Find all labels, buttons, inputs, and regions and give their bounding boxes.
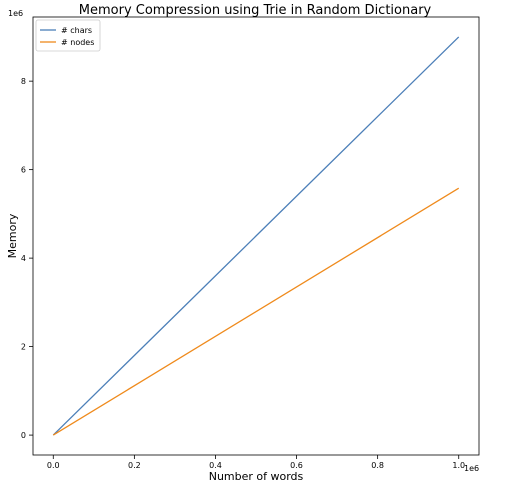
x-tick-label: 1.0: [452, 461, 465, 470]
y-axis-label: Memory: [6, 213, 19, 258]
legend-box: [35, 19, 101, 52]
legend-label: # chars: [61, 26, 92, 35]
y-tick-label: 2: [21, 343, 26, 352]
x-axis-label: Number of words: [209, 470, 304, 483]
x-tick-label: 0.0: [47, 461, 60, 470]
x-axis-ticks: 0.0 0.2 0.4 0.6 0.8 1.0: [47, 455, 465, 470]
series-line-1: [52, 36, 460, 436]
x-tick-label: 0.8: [371, 461, 384, 470]
series-layer: [52, 36, 460, 436]
x-tick-label: 0.6: [290, 461, 303, 470]
legend-label: # nodes: [61, 38, 94, 47]
y-tick-label: 0: [21, 431, 26, 440]
x-tick-label: 0.4: [209, 461, 222, 470]
y-tick-label: 8: [21, 77, 26, 86]
series-line-2: [52, 187, 460, 436]
y-offset-label: 1e6: [8, 9, 23, 18]
x-offset-label: 1e6: [464, 464, 479, 473]
x-tick-label: 0.2: [128, 461, 141, 470]
plot-area: [32, 16, 480, 456]
y-axis-ticks: 0 2 4 6 8: [21, 77, 33, 440]
legend: # chars # nodes: [35, 19, 101, 52]
y-tick-label: 6: [21, 166, 26, 175]
chart-title: Memory Compression using Trie in Random …: [79, 3, 432, 18]
y-tick-label: 4: [21, 254, 26, 263]
